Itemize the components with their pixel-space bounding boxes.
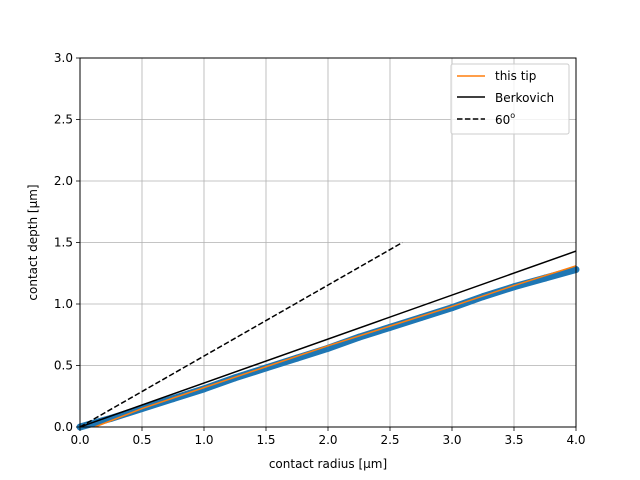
legend-label-this-tip: this tip: [495, 69, 536, 83]
y-tick-label: 2.0: [54, 174, 73, 188]
x-tick-label: 1.0: [194, 433, 213, 447]
legend-60-degree-sign: o: [510, 111, 515, 120]
legend-60-number: 60: [495, 113, 510, 127]
measured-data-segment: [293, 344, 332, 362]
y-tick-label: 0.0: [54, 420, 73, 434]
legend-label-60-degree: 60o: [495, 111, 515, 127]
measured-data-segment: [541, 266, 580, 282]
y-axis-ticks: 0.0 0.5 1.0 1.5 2.0 2.5 3.0: [54, 51, 80, 434]
y-tick-label: 1.0: [54, 297, 73, 311]
x-tick-label: 3.0: [442, 433, 461, 447]
measured-data-segment: [417, 304, 456, 322]
x-tick-label: 0.5: [132, 433, 151, 447]
y-tick-label: 3.0: [54, 51, 73, 65]
y-tick-label: 2.5: [54, 113, 73, 127]
y-axis-label: contact depth [µm]: [26, 184, 40, 300]
x-tick-label: 0.0: [70, 433, 89, 447]
measured-data-segment: [355, 323, 394, 341]
measured-data-segment: [262, 354, 301, 372]
legend: this tip Berkovich 60o: [450, 63, 570, 135]
x-tick-label: 3.5: [504, 433, 523, 447]
y-tick-label: 1.5: [54, 236, 73, 250]
x-axis-ticks: 0.0 0.5 1.0 1.5 2.0 2.5 3.0 3.5 4.0: [70, 427, 586, 447]
x-tick-label: 2.0: [318, 433, 337, 447]
legend-box: [450, 63, 570, 135]
series-line-berkovich: [80, 250, 576, 427]
series-line-60-degree: [80, 241, 403, 427]
x-tick-label: 1.5: [256, 433, 275, 447]
series-lines: [80, 241, 576, 427]
x-axis-label: contact radius [µm]: [269, 457, 387, 471]
measured-data-segment: [510, 274, 549, 291]
y-tick-label: 0.5: [54, 359, 73, 373]
legend-label-berkovich: Berkovich: [495, 91, 554, 105]
x-tick-label: 4.0: [566, 433, 585, 447]
measured-data-segment: [386, 314, 425, 331]
series-line-this-tip: [94, 265, 576, 427]
measured-data-segment: [324, 333, 363, 352]
x-tick-label: 2.5: [380, 433, 399, 447]
